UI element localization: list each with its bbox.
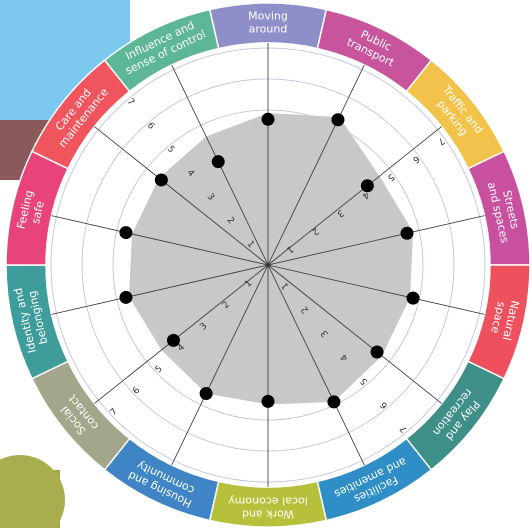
r-tick-label: 6	[379, 399, 391, 410]
r-tick-label: 2	[300, 304, 311, 315]
r-tick-label: 3	[335, 207, 345, 218]
spoke	[267, 126, 442, 266]
ring-segment	[103, 8, 220, 93]
category-label: Work andlocal economy	[228, 495, 308, 521]
point	[261, 112, 275, 126]
r-tick-label: 3	[205, 192, 216, 203]
r-tick-label: 1	[243, 278, 254, 289]
r-tick-label: 4	[176, 342, 187, 353]
point	[261, 394, 275, 408]
r-tick-label: 7	[125, 97, 136, 108]
point	[406, 291, 420, 305]
category-label-line: Moving	[248, 10, 288, 23]
r-tick-label: 4	[185, 168, 197, 179]
category-label-line: around	[249, 23, 288, 36]
point	[119, 290, 133, 304]
r-tick-label: 1	[245, 239, 256, 250]
r-tick-label: 5	[385, 171, 395, 182]
r-tick-label: 1	[284, 243, 294, 254]
spoke	[171, 264, 269, 466]
spoke	[94, 264, 269, 404]
r-tick-label: 1	[280, 280, 291, 291]
spoke	[267, 64, 365, 266]
r-tick-label: 5	[165, 144, 176, 155]
r-tick-label: 4	[339, 352, 351, 363]
category-label-line: local economy	[228, 495, 308, 508]
category-label-line: safe	[29, 200, 47, 226]
r-tick-label: 7	[436, 135, 446, 146]
r-tick-label: 5	[359, 376, 370, 387]
r-tick-label: 6	[131, 385, 142, 396]
point	[400, 226, 414, 240]
category-label-line: Work and	[242, 508, 294, 521]
spoke	[94, 126, 269, 266]
point	[327, 395, 341, 409]
point	[211, 155, 225, 169]
r-tick-label: 5	[154, 364, 165, 375]
r-tick-label: 2	[221, 300, 232, 311]
spoke	[267, 264, 365, 466]
r-tick-label: 4	[360, 189, 371, 201]
r-tick-label: 3	[319, 328, 330, 339]
r-tick-label: 2	[310, 225, 320, 236]
r-tick-label: 6	[145, 121, 157, 132]
spoke	[51, 215, 269, 266]
point	[370, 345, 384, 359]
spoke	[267, 264, 442, 404]
point	[331, 113, 345, 127]
spoke	[267, 215, 485, 266]
r-tick-label: 2	[225, 216, 236, 227]
r-tick-label: 7	[109, 407, 120, 418]
r-tick-label: 6	[410, 153, 421, 165]
point	[360, 179, 374, 193]
spoke	[51, 264, 269, 315]
r-tick-label: 7	[399, 423, 410, 434]
category-label: Moving around	[248, 10, 288, 36]
point	[119, 226, 133, 240]
spoke	[267, 264, 485, 315]
point	[199, 386, 213, 400]
point	[154, 173, 168, 187]
r-tick-label: 3	[198, 321, 209, 332]
point	[166, 333, 180, 347]
